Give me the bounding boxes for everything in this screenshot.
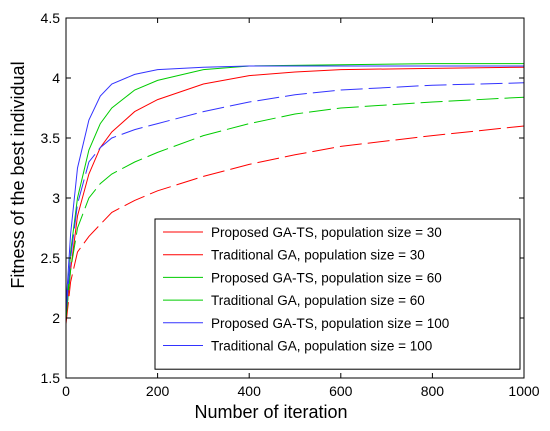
- y-tick-label: 1.5: [41, 370, 61, 386]
- legend-label-2: Traditional GA, population size = 30: [211, 248, 425, 263]
- series-line-1: [65, 66, 525, 319]
- legend-label-4: Traditional GA, population size = 60: [211, 293, 425, 308]
- y-tick-label: 4.5: [41, 10, 61, 26]
- x-tick-label: 0: [62, 383, 70, 399]
- x-axis-label: Number of iteration: [194, 402, 347, 422]
- tick-labels: 0 200 400 600 800 1000 1.5 2 2.5 3 3.5 4 4.5: [41, 10, 540, 399]
- y-tick-label: 4: [52, 70, 60, 86]
- x-tick-label: 1000: [508, 383, 539, 399]
- series-line-6: [65, 82, 525, 313]
- series-line-3: [65, 63, 524, 319]
- x-tick-label: 600: [329, 383, 353, 399]
- axes-layer: [65, 17, 525, 379]
- legend-label-5: Proposed GA-TS, population size = 100: [211, 316, 449, 331]
- y-tick-label: 2: [52, 310, 60, 326]
- x-tick-label: 200: [146, 383, 170, 399]
- y-tick-label: 3.5: [41, 130, 61, 146]
- series-layer: [65, 63, 525, 325]
- y-tick-label: 2.5: [41, 250, 61, 266]
- legend-box: [154, 218, 521, 370]
- y-tick-label: 3: [52, 190, 60, 206]
- x-tick-label: 800: [421, 383, 445, 399]
- series-line-2: [65, 125, 525, 325]
- legend: Proposed GA-TS, population size = 30 Trad…: [154, 218, 521, 370]
- legend-label-6: Traditional GA, population size = 100: [211, 339, 432, 354]
- legend-label-3: Proposed GA-TS, population size = 60: [211, 270, 442, 285]
- legend-label-1: Proposed GA-TS, population size = 30: [211, 225, 442, 240]
- x-tick-label: 400: [238, 383, 262, 399]
- series-line-5: [65, 65, 524, 307]
- y-axis-label: Fitness of the best individual: [8, 61, 28, 288]
- series-line-4: [65, 96, 525, 319]
